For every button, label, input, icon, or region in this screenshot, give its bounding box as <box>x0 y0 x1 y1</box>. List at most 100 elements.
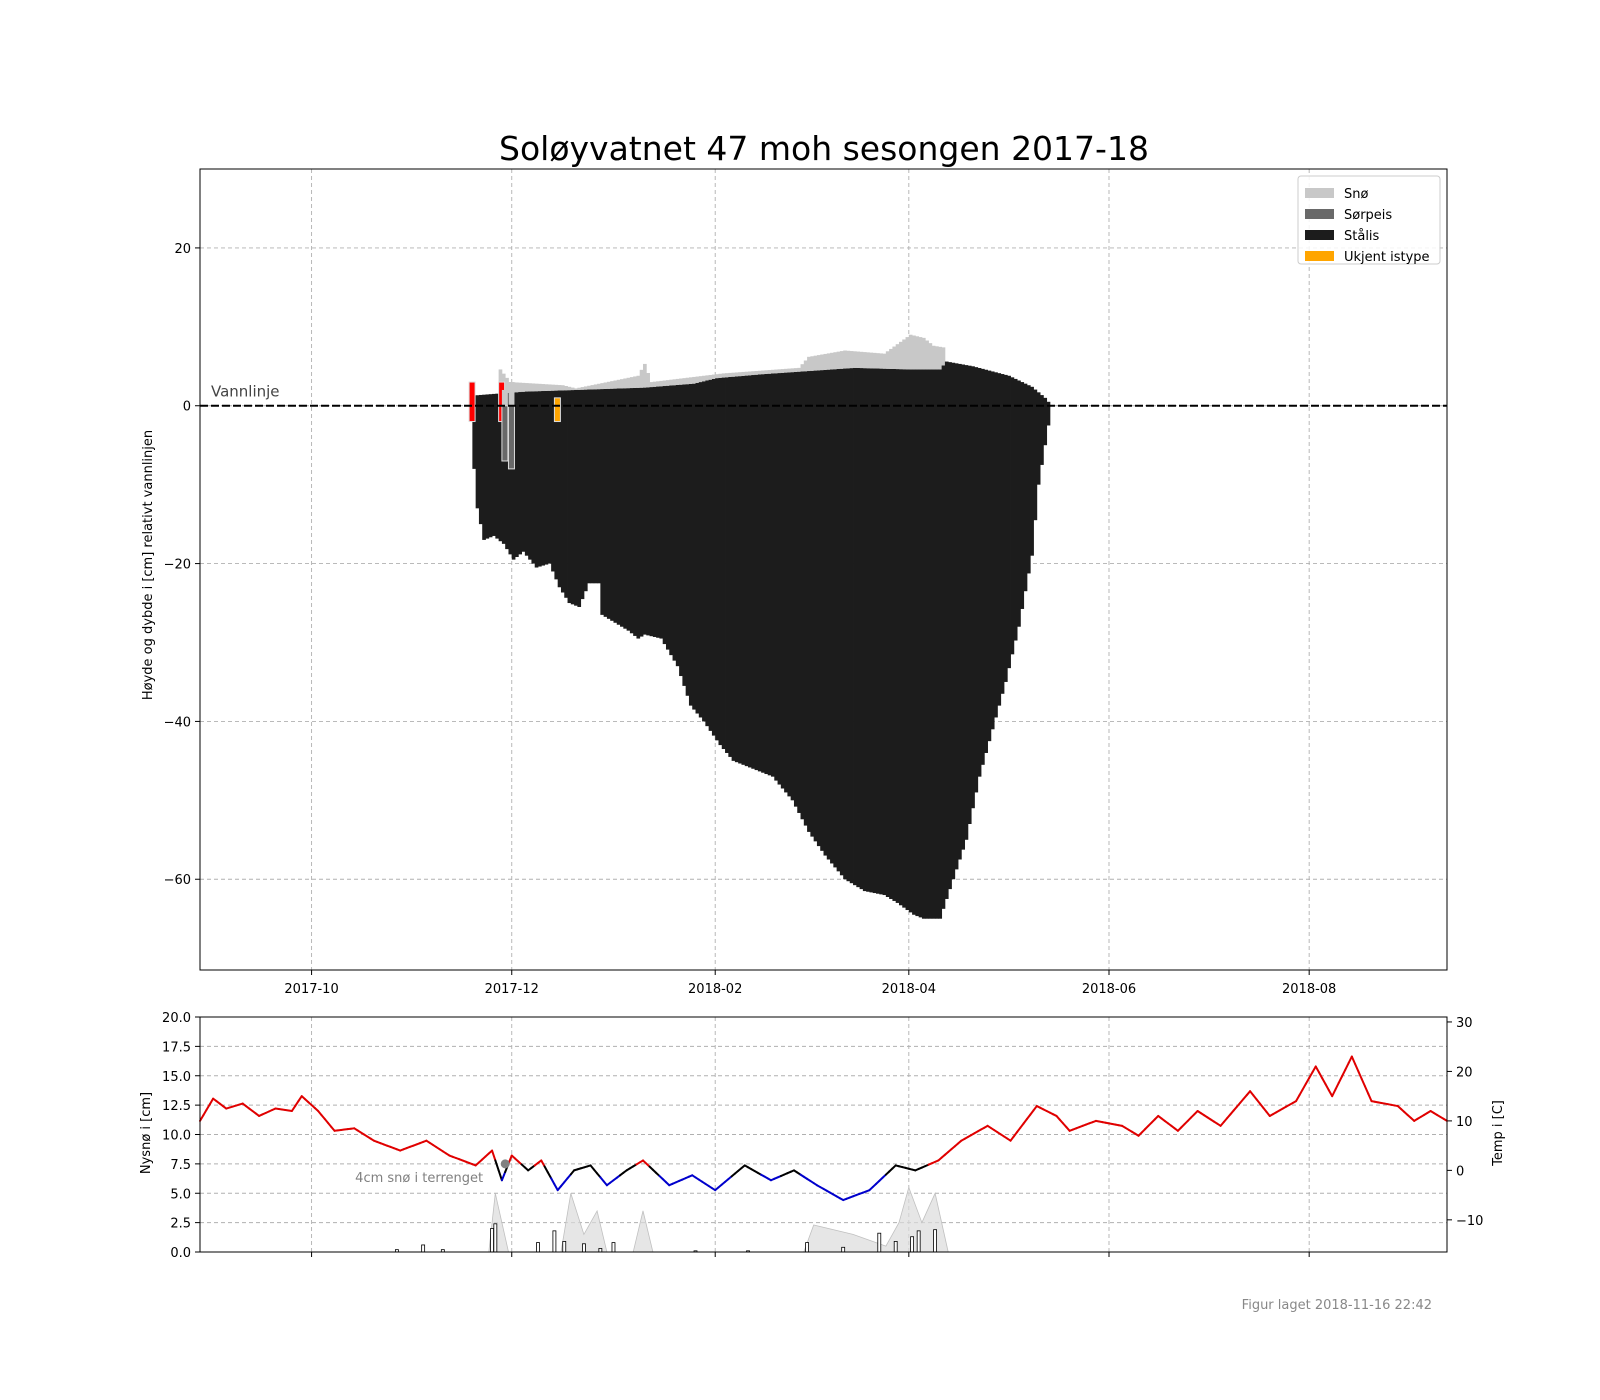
snow-bar <box>807 356 811 372</box>
ice-bars <box>468 334 1051 919</box>
black-ice-bar <box>557 390 562 588</box>
snow-bar <box>895 344 900 370</box>
legend-swatch <box>1305 251 1334 261</box>
black-ice-bar <box>961 364 966 850</box>
snow-bar <box>518 382 522 393</box>
temperature-line <box>199 1055 1448 1202</box>
black-ice-bar <box>610 388 614 621</box>
black-ice-bar <box>672 385 677 661</box>
black-ice-bar <box>787 372 792 797</box>
black-ice-bar <box>938 369 943 919</box>
snow-tick-label: 12.5 <box>162 1099 191 1114</box>
legend-swatch <box>1305 209 1334 219</box>
snow-bar <box>616 379 621 389</box>
black-ice-bar <box>738 376 742 764</box>
snow-bar <box>715 374 719 379</box>
black-ice-bar <box>803 371 808 826</box>
black-ice-bar <box>538 391 542 567</box>
x-tick-label: 2018-02 <box>688 982 742 997</box>
snow-bar <box>587 385 591 390</box>
snow-tick-label: 17.5 <box>162 1040 191 1055</box>
snow-bar <box>813 355 818 371</box>
black-ice-bar <box>583 389 588 592</box>
snow-bar <box>764 370 769 374</box>
new-snow-bar <box>562 1241 567 1253</box>
snow-bar <box>702 375 706 382</box>
black-ice-bar <box>626 388 631 631</box>
temperature-segment <box>491 1149 497 1162</box>
snow-bar <box>810 356 815 371</box>
snow-bar <box>557 385 562 391</box>
black-ice-bar <box>872 368 877 894</box>
snow-bar <box>521 382 526 392</box>
x-tick-label: 2018-04 <box>882 982 936 997</box>
black-ice-bar <box>800 371 805 820</box>
black-ice-bar <box>1046 401 1051 426</box>
black-ice-bar <box>554 390 559 580</box>
black-ice-bar <box>505 392 509 550</box>
black-ice-bar <box>600 389 605 615</box>
black-ice-bar <box>597 389 601 584</box>
snow-tick-label: 20.0 <box>162 1011 191 1026</box>
black-ice-bar <box>895 369 900 903</box>
y-tick-label: 20 <box>174 242 191 257</box>
black-ice-bar <box>820 370 824 851</box>
temp-tick-label: 0 <box>1456 1164 1464 1179</box>
new-snow-bar <box>805 1242 809 1253</box>
black-ice-bar <box>767 373 772 776</box>
x-tick-label: 2017-10 <box>284 982 338 997</box>
black-ice-bar <box>475 395 480 509</box>
black-ice-bar <box>692 383 696 710</box>
snow-bar <box>620 379 624 389</box>
black-ice-bar <box>613 388 618 623</box>
snow-bar <box>577 387 582 390</box>
black-ice-bar <box>518 392 522 555</box>
black-ice-bar <box>898 369 903 906</box>
snow-bar <box>541 384 545 392</box>
new-snow-bar <box>916 1230 921 1253</box>
snow-bar <box>538 383 542 392</box>
snow-bar <box>770 369 775 374</box>
black-ice-bar <box>990 371 995 730</box>
black-ice-bar <box>495 393 500 539</box>
black-ice-bar <box>879 368 883 895</box>
snow-bar <box>534 383 539 392</box>
black-ice-bar <box>823 369 828 856</box>
black-ice-bar <box>905 369 910 911</box>
black-ice-bar <box>889 368 893 899</box>
black-ice-bar <box>587 389 591 584</box>
y-tick-label: −60 <box>164 873 191 888</box>
snow-bar <box>925 340 929 370</box>
annotation-label: 4cm snø i terrenget <box>355 1171 483 1186</box>
snow-bar <box>695 376 700 383</box>
new-snow-bar <box>490 1228 494 1253</box>
temperature-segment <box>546 1171 553 1180</box>
snow-bar <box>816 355 821 371</box>
black-ice-bar <box>639 387 644 637</box>
black-ice-bar <box>754 374 759 771</box>
new-snow-bar <box>910 1236 915 1253</box>
snow-bar <box>633 376 637 388</box>
black-ice-bar <box>560 390 565 593</box>
snow-bar <box>902 339 906 370</box>
temperature-segment <box>1363 1085 1370 1095</box>
black-ice-bar <box>643 387 647 635</box>
new-snow-bar <box>421 1244 426 1253</box>
snow-bar <box>603 382 608 389</box>
black-ice-bar <box>918 369 923 918</box>
legend: Snø Sørpeis Stålis Ukjent istype <box>1297 175 1441 265</box>
black-ice-bar <box>551 390 555 572</box>
snow-bar <box>688 377 693 384</box>
black-ice-bar <box>984 369 988 753</box>
snow-bar <box>623 378 628 389</box>
black-ice-bar <box>715 378 719 741</box>
black-ice-bar <box>944 361 949 899</box>
new-snow-bar <box>893 1241 898 1253</box>
snow-bar <box>567 386 572 391</box>
snow-bar <box>728 372 733 378</box>
temperature-segment <box>1337 1075 1343 1084</box>
black-ice-bar <box>908 369 913 913</box>
snow-bar <box>898 341 903 370</box>
black-ice-bar <box>685 384 690 696</box>
